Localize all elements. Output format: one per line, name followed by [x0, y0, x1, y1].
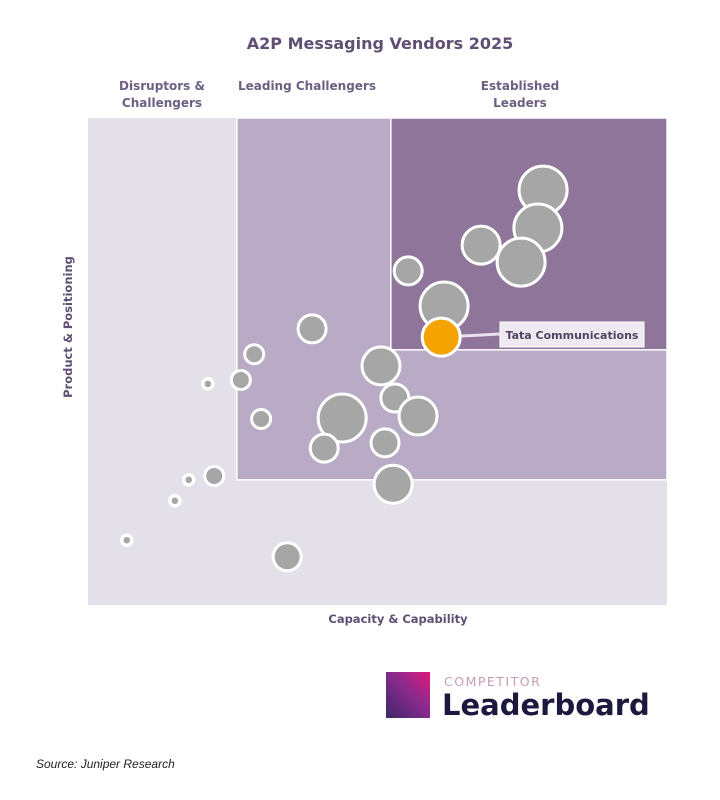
bubble	[308, 432, 340, 464]
bubble	[243, 343, 266, 366]
segment-label-established-leaders: Established Leaders	[480, 79, 560, 110]
bubble	[271, 541, 303, 573]
bubble	[296, 313, 328, 345]
bubble	[460, 224, 502, 266]
source-note: Source: Juniper Research	[36, 757, 175, 771]
bubble	[392, 255, 424, 287]
bubble	[372, 463, 414, 505]
bubble	[360, 345, 402, 387]
bubble	[168, 494, 182, 508]
segment-label-disruptors: Disruptors & Challengers	[119, 79, 205, 110]
bubble	[495, 236, 547, 288]
bubble	[203, 464, 226, 487]
bubble	[369, 427, 401, 459]
bubble	[120, 533, 134, 547]
logo-mark	[386, 672, 430, 718]
logo-main-text: Leaderboard	[442, 688, 650, 722]
x-axis-label: Capacity & Capability	[328, 612, 468, 626]
bubble	[250, 407, 273, 430]
bubble-label: Tata Communications	[506, 329, 639, 342]
logo-top-text: COMPETITOR	[444, 674, 542, 689]
label-box	[499, 321, 645, 348]
bubble	[397, 395, 439, 437]
bubble	[201, 377, 215, 391]
y-axis-label: Product & Positioning	[61, 256, 75, 398]
bubble	[181, 473, 196, 487]
chart-title: A2P Messaging Vendors 2025	[246, 34, 514, 53]
segment-label-leading-challengers: Leading Challengers	[237, 79, 377, 93]
bubble	[316, 392, 368, 444]
bubble-highlight	[420, 316, 462, 358]
bubble	[229, 369, 252, 392]
